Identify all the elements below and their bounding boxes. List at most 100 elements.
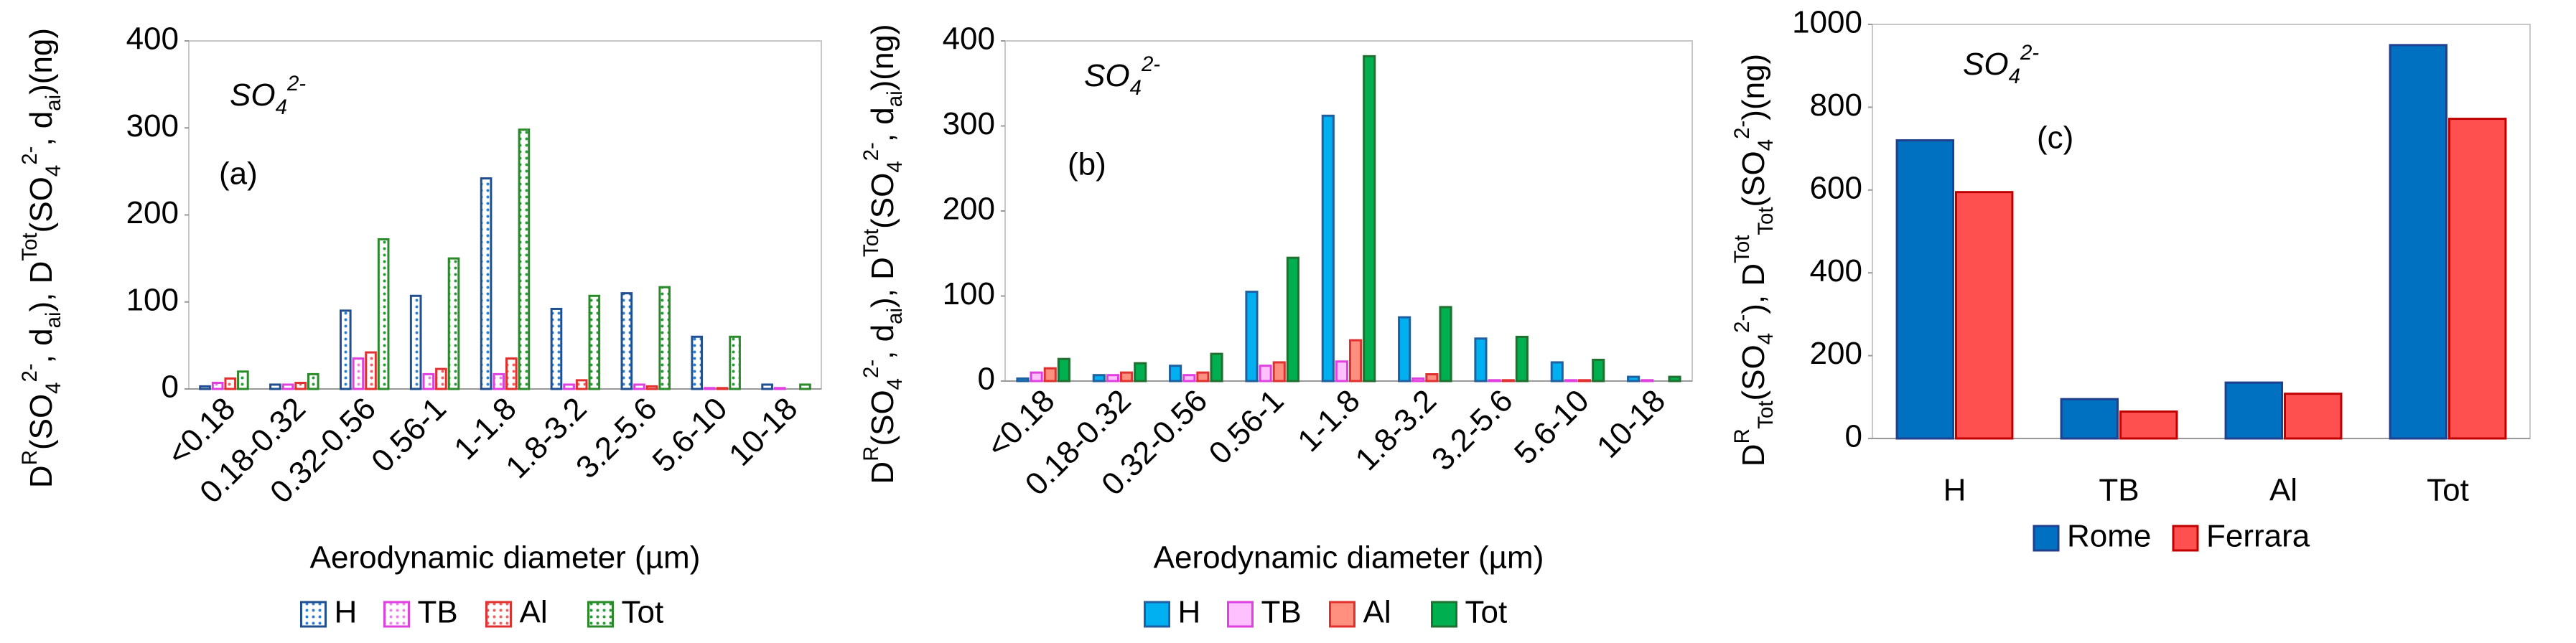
bar	[1030, 371, 1043, 382]
legend-label: Rome	[2067, 519, 2151, 554]
bar	[1488, 379, 1501, 382]
text-part: SO	[230, 78, 276, 113]
text-part: Tot	[1754, 207, 1778, 235]
text-part: D	[865, 461, 900, 484]
y-axis-label: DR(SO42-, dai), DTot(SO42-, dai)(ng)	[859, 24, 907, 484]
legend-label: Ferrara	[2206, 519, 2310, 554]
x-tick-label: 5.6-10	[1508, 383, 1596, 471]
legend-swatch	[1227, 601, 1254, 628]
bar	[2448, 118, 2507, 440]
bar	[1169, 365, 1182, 382]
text-part: 4	[276, 95, 287, 119]
legend-swatch	[383, 601, 410, 628]
text-part: 2-	[18, 363, 42, 382]
y-tick-label: 600	[1810, 170, 1862, 205]
text-part: ), D	[1736, 263, 1771, 314]
bar	[1092, 374, 1106, 382]
text-part: SO	[1963, 47, 2009, 82]
y-tick-label: 300	[126, 108, 179, 144]
bar	[1182, 374, 1196, 382]
text-part: , d	[865, 107, 900, 142]
text-part: 2-	[2020, 41, 2039, 65]
bar	[1955, 191, 2014, 440]
text-part: SO	[1084, 58, 1130, 93]
x-tick-label: 3.2-5.6	[1425, 383, 1520, 478]
text-part: 4	[1130, 76, 1142, 100]
bar	[2389, 44, 2448, 440]
bar	[505, 357, 518, 390]
text-part: 4	[883, 161, 907, 172]
y-tick-label: 100	[943, 276, 995, 311]
x-tick-label: Al	[2269, 473, 2297, 508]
bar	[1196, 371, 1210, 382]
bar	[1425, 373, 1439, 382]
bar	[1286, 256, 1299, 382]
bar	[480, 177, 493, 390]
text-part: ai	[883, 308, 907, 324]
legend-label: H	[335, 595, 358, 630]
y-axis-label: DRTot(SO42-), DTotTot(SO42-)(ng)	[1730, 54, 1778, 466]
text-part: ai	[42, 312, 65, 329]
text-part: R	[859, 446, 883, 461]
y-tick-label: 0	[978, 362, 995, 397]
y-tick-label: 300	[943, 106, 995, 141]
bar	[1627, 375, 1641, 382]
bar	[1210, 352, 1223, 382]
y-tick-label: 400	[1810, 253, 1862, 288]
bar	[1120, 371, 1134, 382]
x-tick-label: 0.56-1	[1203, 383, 1291, 471]
text-part: )(ng)	[1736, 54, 1771, 121]
y-tick-label: 200	[126, 195, 179, 230]
text-part: D	[1736, 443, 1771, 466]
bar	[518, 128, 531, 390]
legend-label: Tot	[1465, 595, 1508, 630]
panel-label: (b)	[1068, 147, 1106, 182]
bar	[1550, 361, 1564, 382]
bar	[269, 383, 281, 390]
bar	[1641, 379, 1654, 382]
x-tick-label: 1.8-3.2	[1349, 383, 1444, 478]
text-part: (SO	[1736, 344, 1771, 400]
bar	[1474, 337, 1488, 382]
bar	[435, 367, 447, 390]
y-tick-label: 0	[1845, 419, 1862, 454]
y-tick-label: 200	[943, 192, 995, 227]
text-part: , d	[865, 324, 900, 360]
legend-label: TB	[1261, 595, 1302, 630]
text-part: 4	[42, 382, 65, 393]
y-axis-label: DR(SO42-, dai), DTot(SO42-, dai)(ng)	[18, 28, 65, 488]
text-part: , d	[24, 111, 59, 146]
bar	[761, 383, 773, 390]
x-tick-label: TB	[2099, 473, 2139, 508]
legend-swatch	[485, 601, 512, 628]
legend-swatch	[300, 601, 327, 628]
bar	[224, 377, 237, 390]
bar	[1057, 357, 1070, 382]
bar	[2224, 381, 2284, 440]
species-label: SO42-	[230, 72, 306, 119]
bar	[377, 238, 390, 390]
y-tick-label: 0	[162, 370, 179, 405]
text-part: ai	[883, 90, 907, 107]
bar	[422, 372, 435, 390]
legend-swatch	[1329, 601, 1355, 628]
legend-swatch	[1431, 601, 1457, 628]
text-part: )(ng)	[865, 24, 900, 90]
legend-label: H	[1178, 595, 1201, 630]
x-axis-label: Aerodynamic diameter (µm)	[310, 540, 701, 576]
bar	[281, 383, 294, 390]
bar	[1578, 379, 1592, 382]
bar	[1134, 362, 1147, 382]
bar	[352, 357, 365, 390]
text-part: ai	[42, 95, 65, 111]
bar	[1321, 114, 1335, 382]
legend-label: Al	[1363, 595, 1391, 630]
bar	[409, 294, 422, 390]
text-part: (SO	[865, 173, 900, 229]
y-tick-label: 400	[943, 22, 995, 57]
x-tick-label: 5.6-10	[646, 391, 734, 479]
bar	[294, 382, 307, 390]
panel-label: (a)	[219, 156, 258, 192]
text-part: 2-	[1730, 314, 1754, 333]
